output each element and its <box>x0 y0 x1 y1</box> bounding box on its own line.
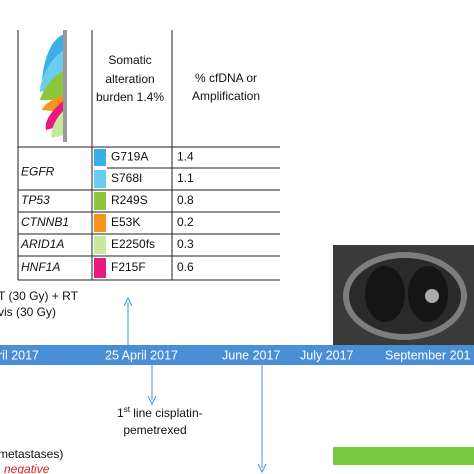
color-swatch <box>94 170 106 188</box>
color-swatch <box>94 258 106 278</box>
arrow-head <box>147 395 157 406</box>
treatment-line: line cisplatin- <box>130 406 203 420</box>
timeline-label: September 201 <box>385 348 471 362</box>
note: metastases) <box>0 447 63 461</box>
gene: TP53 <box>21 193 50 207</box>
header-text: alteration <box>105 72 154 86</box>
clonal-fan <box>40 30 67 142</box>
cfdna-value: 0.6 <box>177 260 194 274</box>
header-text: Somatic <box>108 53 151 67</box>
arrow-head <box>257 463 267 474</box>
cfdna-value: 0.8 <box>177 193 194 207</box>
timeline-label: June 2017 <box>222 348 280 362</box>
ordinal-suffix: st <box>124 405 131 414</box>
color-swatch <box>94 214 106 232</box>
note: negative <box>4 462 50 474</box>
timeline-label: 25 April 2017 <box>105 348 178 362</box>
timeline-bar <box>0 345 474 365</box>
color-swatch <box>94 192 106 210</box>
color-swatch <box>94 149 106 166</box>
treatment-text: pemetrexed <box>123 423 186 437</box>
mutation: G719A <box>111 150 148 164</box>
ordinal: 1 <box>117 406 124 420</box>
note: vis (30 Gy) <box>0 305 56 319</box>
cfdna-value: 0.3 <box>177 237 194 251</box>
mutation: F215F <box>111 260 146 274</box>
cfdna-value: 0.2 <box>177 215 194 229</box>
arrow-head <box>123 296 133 307</box>
header-text: burden 1.4% <box>96 90 164 104</box>
mutation: R249S <box>111 193 148 207</box>
gene: HNF1A <box>21 260 60 274</box>
timeline-label: ril 2017 <box>0 348 39 362</box>
gene: CTNNB1 <box>21 215 69 229</box>
cfdna-value: 1.4 <box>177 150 194 164</box>
treatment-bar <box>333 447 474 465</box>
color-swatch <box>94 236 106 254</box>
timeline-label: July 2017 <box>300 348 354 362</box>
gene: EGFR <box>21 165 55 179</box>
cfdna-value: 1.1 <box>177 171 194 185</box>
ct-image <box>333 245 474 345</box>
mutation: S768I <box>111 171 142 185</box>
mutation: E2250fs <box>111 237 155 251</box>
gene: ARID1A <box>20 237 64 251</box>
header-text: % cfDNA or <box>195 71 257 85</box>
treatment-text: 1st line cisplatin- <box>117 405 203 420</box>
header-text: Amplification <box>192 89 260 103</box>
table-grid <box>17 30 280 281</box>
note: T (30 Gy) + RT <box>0 289 79 303</box>
mutation: E53K <box>111 215 140 229</box>
